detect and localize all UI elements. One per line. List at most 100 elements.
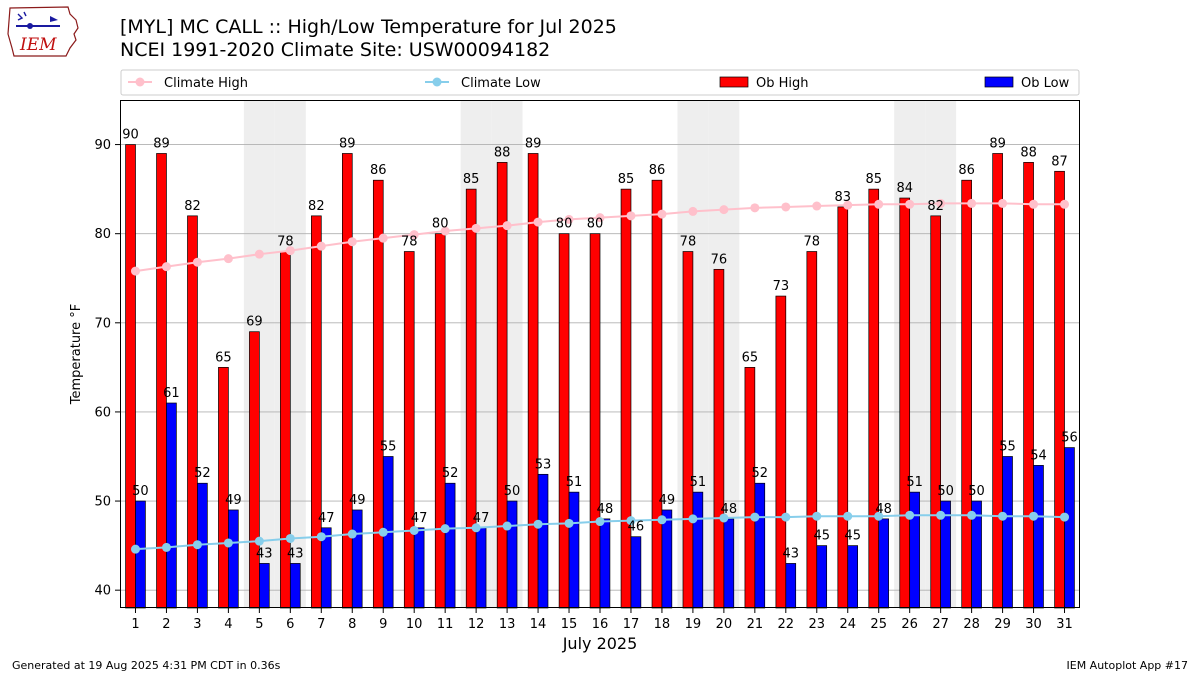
ob-low-label-23: 45 [813, 529, 830, 544]
ob-low-bar-2 [166, 402, 177, 609]
x-tick-label-19: 19 [685, 617, 702, 632]
x-tick-label-22: 22 [778, 617, 795, 632]
x-tick-label-8: 8 [348, 617, 356, 632]
ob-low-bar-25 [878, 518, 889, 609]
ob-high-label-15: 80 [556, 217, 573, 232]
climate-high-point-8 [347, 237, 357, 247]
bar-labels: 90 89 82 65 69 78 82 89 86 78 80 85 88 89 80 80 85 86 78 76… [122, 128, 1077, 562]
y-tick-label-70: 70 [94, 316, 111, 331]
climate-high-point-16 [595, 213, 605, 223]
legend-climate-low-label: Climate Low [461, 76, 541, 91]
climate-low-point-22 [781, 512, 791, 522]
climate-low-point-15 [564, 518, 574, 528]
ob-high-label-24: 83 [835, 190, 852, 205]
x-axis-label: July 2025 [562, 634, 638, 653]
ob-low-bar-24 [847, 545, 859, 609]
ob-low-bar-19 [692, 491, 704, 609]
ob-high-bar-1 [125, 144, 136, 609]
ob-low-label-3: 52 [194, 466, 211, 481]
ob-low-label-26: 51 [906, 475, 923, 490]
ob-low-bar-30 [1033, 465, 1044, 609]
ob-low-label-15: 51 [566, 475, 583, 490]
x-tick-label-15: 15 [561, 617, 578, 632]
ob-low-label-16: 48 [597, 502, 614, 517]
ob-high-bar-29 [992, 153, 1003, 609]
climate-high-point-19 [688, 206, 698, 216]
ob-high-label-6: 78 [277, 235, 294, 250]
ob-high-label-2: 89 [153, 136, 170, 151]
ob-high-label-10: 78 [401, 235, 418, 250]
climate-low-point-19 [688, 514, 698, 524]
climate-low-point-28 [967, 510, 977, 520]
ob-high-bar-11 [434, 233, 446, 609]
x-tick-label-29: 29 [994, 617, 1011, 632]
ob-low-label-25: 48 [875, 502, 892, 517]
logo-text: IEM [19, 35, 57, 55]
x-tick-label-3: 3 [193, 617, 201, 632]
ob-high-bar-3 [187, 215, 198, 609]
climate-high-point-20 [719, 205, 729, 215]
climate-low-point-3 [192, 540, 202, 550]
x-tick-label-23: 23 [809, 617, 826, 632]
climate-low-point-23 [812, 511, 822, 521]
ob-low-bar-10 [413, 527, 425, 609]
ob-low-label-11: 52 [442, 466, 459, 481]
x-tick-label-2: 2 [162, 617, 170, 632]
ob-low-bar-14 [537, 473, 549, 609]
ob-high-label-20: 76 [711, 252, 728, 267]
x-tick-label-5: 5 [255, 617, 263, 632]
climate-low-point-5 [254, 536, 264, 546]
x-tick-label-12: 12 [468, 617, 485, 632]
ob-low-label-6: 43 [287, 546, 304, 561]
climate-low-point-6 [285, 533, 295, 543]
y-tick-label-60: 60 [94, 405, 111, 420]
ob-high-label-30: 88 [1020, 145, 1037, 160]
x-tick-label-7: 7 [317, 617, 325, 632]
climate-high-point-22 [781, 202, 791, 212]
ob-high-label-4: 65 [215, 350, 232, 365]
ob-high-label-11: 80 [432, 217, 449, 232]
ob-high-bar-2 [156, 153, 167, 609]
ob-low-label-21: 52 [752, 466, 769, 481]
ob-high-bar-4 [218, 367, 229, 609]
climate-high-point-28 [967, 198, 977, 208]
y-tick-label-80: 80 [94, 227, 111, 242]
ob-low-label-1: 50 [132, 484, 149, 499]
ob-low-label-17: 46 [628, 520, 645, 535]
climate-low-point-26 [905, 510, 915, 520]
ob-high-label-18: 86 [649, 163, 666, 178]
chart-subtitle: NCEI 1991-2020 Climate Site: USW00094182 [120, 39, 551, 61]
ob-high-bar-30 [1023, 162, 1034, 609]
plot-frame [120, 100, 1080, 608]
climate-high-point-6 [285, 246, 295, 256]
climate-low-point-4 [223, 538, 233, 548]
climate-low-point-30 [1029, 511, 1039, 521]
ob-low-label-5: 43 [256, 546, 273, 561]
climate-low-point-18 [657, 515, 667, 525]
ob-high-bar-5 [249, 331, 260, 609]
climate-low-point-13 [502, 521, 512, 531]
climate-low-point-7 [316, 532, 326, 542]
legend-climate-high-label: Climate High [164, 76, 248, 91]
x-tick-label-31: 31 [1056, 617, 1073, 632]
ob-low-bar-22 [785, 563, 797, 609]
ob-high-label-31: 87 [1051, 154, 1068, 169]
x-tick-label-30: 30 [1025, 617, 1042, 632]
ob-high-label-1: 90 [122, 128, 139, 143]
ob-high-label-12: 85 [463, 172, 480, 187]
ob-high-bar-16 [589, 233, 601, 609]
x-tick-label-25: 25 [870, 617, 887, 632]
ob-low-label-2: 61 [163, 386, 180, 401]
ob-low-label-24: 45 [844, 529, 861, 544]
ob-high-bar-15 [558, 233, 570, 609]
ob-high-bar-21 [744, 367, 756, 609]
legend-ob-low-label: Ob Low [1021, 76, 1070, 91]
climate-high-point-25 [874, 199, 884, 209]
ob-low-bar-17 [630, 536, 642, 609]
climate-low-point-29 [998, 511, 1008, 521]
climate-high-point-18 [657, 209, 667, 219]
x-tick-label-13: 13 [499, 617, 516, 632]
climate-high-point-4 [223, 254, 233, 264]
ob-high-label-14: 89 [525, 136, 542, 151]
